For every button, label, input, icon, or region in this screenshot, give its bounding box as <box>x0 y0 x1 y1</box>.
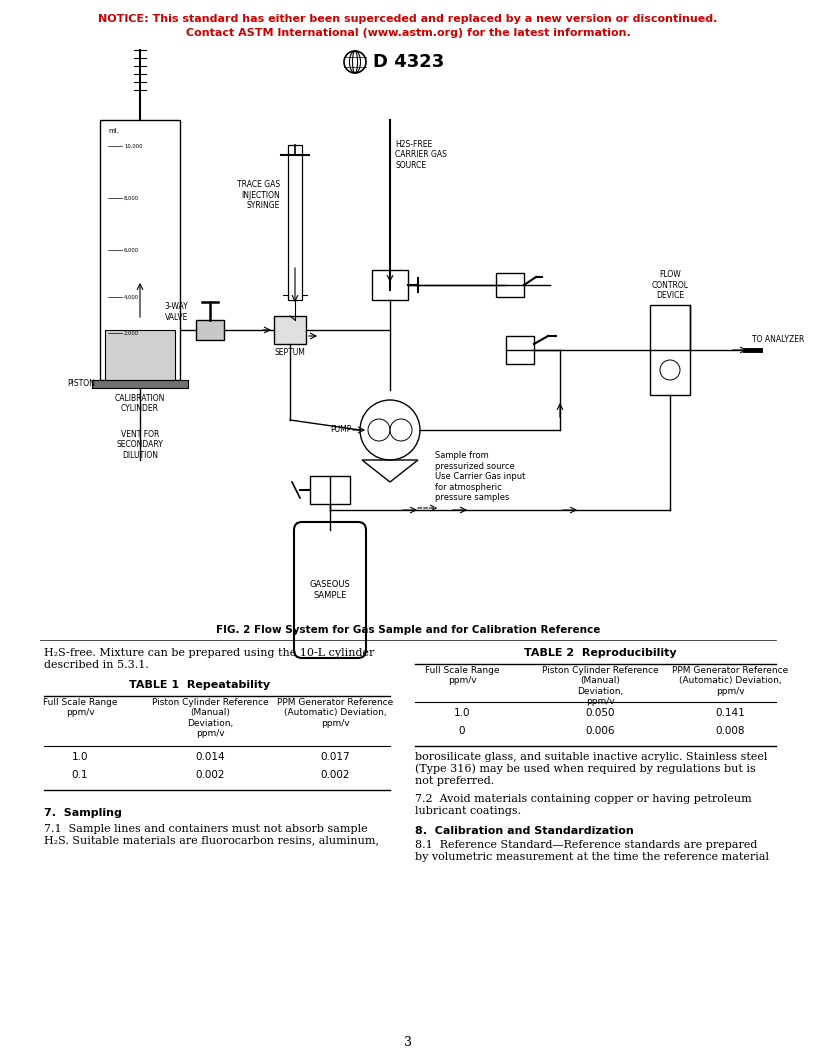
Text: 0.017: 0.017 <box>320 752 350 762</box>
Text: ml.: ml. <box>108 128 119 134</box>
Text: H₂S-free. Mixture can be prepared using the 10-L cylinder
described in 5.3.1.: H₂S-free. Mixture can be prepared using … <box>44 648 375 670</box>
Text: PPM Generator Reference
(Automatic) Deviation,
ppm/v: PPM Generator Reference (Automatic) Devi… <box>672 666 788 696</box>
Text: Full Scale Range
ppm/v: Full Scale Range ppm/v <box>42 698 118 717</box>
Text: 6,000: 6,000 <box>124 247 139 252</box>
Text: Piston Cylinder Reference
(Manual)
Deviation,
ppm/v: Piston Cylinder Reference (Manual) Devia… <box>542 666 659 706</box>
Text: 0.014: 0.014 <box>195 752 225 762</box>
Text: 8.  Calibration and Standardization: 8. Calibration and Standardization <box>415 826 634 836</box>
Text: 0.006: 0.006 <box>585 727 614 736</box>
Bar <box>506 336 534 364</box>
Text: 4,000: 4,000 <box>124 295 139 299</box>
Text: 0.008: 0.008 <box>716 727 745 736</box>
Text: PPM Generator Reference
(Automatic) Deviation,
ppm/v: PPM Generator Reference (Automatic) Devi… <box>277 698 393 728</box>
Text: 3-WAY
VALVE: 3-WAY VALVE <box>164 302 188 322</box>
Bar <box>310 476 350 504</box>
Text: borosilicate glass, and suitable inactive acrylic. Stainless steel
(Type 316) ma: borosilicate glass, and suitable inactiv… <box>415 752 767 786</box>
Bar <box>100 120 180 380</box>
Text: Full Scale Range
ppm/v: Full Scale Range ppm/v <box>425 666 499 685</box>
Text: 7.1  Sample lines and containers must not absorb sample
H₂S. Suitable materials : 7.1 Sample lines and containers must not… <box>44 824 379 846</box>
Text: 1.0: 1.0 <box>72 752 88 762</box>
Text: Sample from
pressurized source
Use Carrier Gas input
for atmospheric
pressure sa: Sample from pressurized source Use Carri… <box>435 451 526 502</box>
Text: 0.002: 0.002 <box>320 770 350 780</box>
Text: FLOW
CONTROL
DEVICE: FLOW CONTROL DEVICE <box>651 270 689 300</box>
Text: GASEOUS
SAMPLE: GASEOUS SAMPLE <box>309 581 350 600</box>
Text: 1.0: 1.0 <box>454 708 470 718</box>
Text: 0.002: 0.002 <box>195 770 224 780</box>
Text: Contact ASTM International (www.astm.org) for the latest information.: Contact ASTM International (www.astm.org… <box>185 29 631 38</box>
Bar <box>196 320 224 340</box>
Bar <box>650 305 690 395</box>
Bar <box>92 380 188 388</box>
Text: 10,000: 10,000 <box>124 144 143 149</box>
Text: TABLE 2  Reproducibility: TABLE 2 Reproducibility <box>524 648 676 658</box>
Text: SEPTUM: SEPTUM <box>274 348 305 357</box>
Text: 8.1  Reference Standard—Reference standards are prepared
by volumetric measureme: 8.1 Reference Standard—Reference standar… <box>415 840 769 862</box>
Text: PISTON: PISTON <box>67 379 95 389</box>
Text: D 4323: D 4323 <box>373 53 444 71</box>
Text: H2S-FREE
CARRIER GAS
SOURCE: H2S-FREE CARRIER GAS SOURCE <box>395 140 447 170</box>
Text: 0.1: 0.1 <box>72 770 88 780</box>
Text: VENT FOR
SECONDARY
DILUTION: VENT FOR SECONDARY DILUTION <box>117 430 163 459</box>
Text: PUMP: PUMP <box>330 426 352 434</box>
Text: 7.2  Avoid materials containing copper or having petroleum
lubricant coatings.: 7.2 Avoid materials containing copper or… <box>415 794 752 815</box>
Bar <box>496 274 524 297</box>
Text: Piston Cylinder Reference
(Manual)
Deviation,
ppm/v: Piston Cylinder Reference (Manual) Devia… <box>152 698 268 738</box>
Text: TABLE 1  Repeatability: TABLE 1 Repeatability <box>130 680 271 690</box>
Bar <box>372 270 408 300</box>
Text: 7.  Sampling: 7. Sampling <box>44 808 122 818</box>
Bar <box>105 329 175 380</box>
Bar <box>274 316 306 344</box>
Text: TRACE GAS
INJECTION
SYRINGE: TRACE GAS INJECTION SYRINGE <box>237 181 280 210</box>
Text: 0: 0 <box>459 727 465 736</box>
Text: TO ANALYZER: TO ANALYZER <box>752 335 805 344</box>
Bar <box>288 145 302 300</box>
Text: CALIBRATION
CYLINDER: CALIBRATION CYLINDER <box>115 394 165 413</box>
Text: 8,000: 8,000 <box>124 195 139 201</box>
Text: 3: 3 <box>404 1036 412 1049</box>
Text: NOTICE: This standard has either been superceded and replaced by a new version o: NOTICE: This standard has either been su… <box>98 14 718 24</box>
Text: 2,000: 2,000 <box>124 331 139 336</box>
Text: 0.050: 0.050 <box>585 708 614 718</box>
Text: 0.141: 0.141 <box>715 708 745 718</box>
Text: FIG. 2 Flow System for Gas Sample and for Calibration Reference: FIG. 2 Flow System for Gas Sample and fo… <box>215 625 601 635</box>
